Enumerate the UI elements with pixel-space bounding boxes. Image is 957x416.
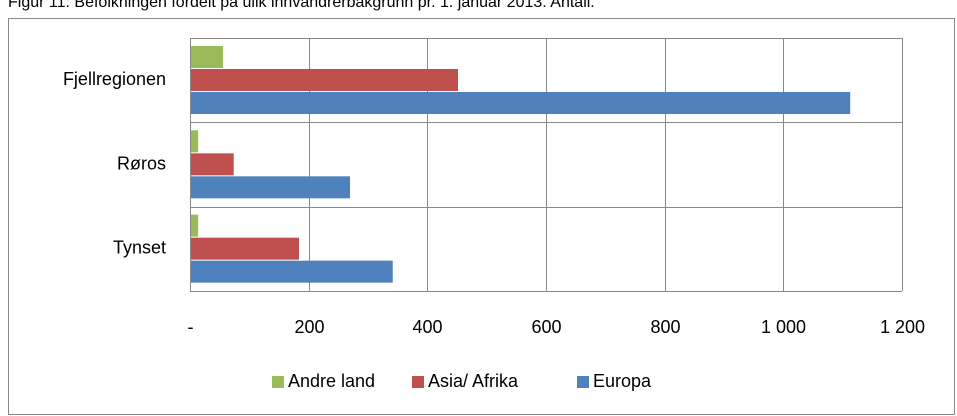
chart-frame	[8, 18, 955, 415]
bar	[191, 46, 224, 68]
legend-label: Asia/ Afrika	[428, 371, 519, 391]
y-tick-label: Fjellregionen	[63, 69, 166, 89]
legend-swatch	[412, 376, 424, 388]
bar	[191, 237, 299, 260]
bar	[191, 260, 393, 283]
x-tick-label: -	[188, 317, 194, 337]
bar	[191, 130, 199, 153]
legend-label: Andre land	[288, 371, 375, 391]
x-tick-label: 200	[294, 317, 324, 337]
x-tick-label: 600	[531, 317, 561, 337]
legend-swatch	[272, 376, 284, 388]
x-tick-label: 1 200	[880, 317, 925, 337]
bar	[191, 92, 851, 114]
y-tick-label: Tynset	[113, 238, 166, 258]
legend-swatch	[577, 376, 589, 388]
x-tick-label: 1 000	[761, 317, 806, 337]
chart-title: Figur 11: Befolkningen fordelt på ulik i…	[8, 0, 595, 11]
bar	[191, 214, 199, 237]
x-tick-label: 800	[650, 317, 680, 337]
legend-label: Europa	[593, 371, 652, 391]
bar	[191, 69, 458, 91]
bar	[191, 176, 351, 199]
bar	[191, 153, 234, 176]
x-tick-label: 400	[412, 317, 442, 337]
y-tick-label: Røros	[117, 153, 166, 173]
